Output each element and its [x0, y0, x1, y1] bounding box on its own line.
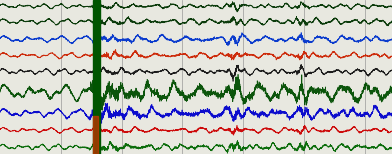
Bar — [93, 0, 100, 154]
Bar — [93, 116, 98, 154]
